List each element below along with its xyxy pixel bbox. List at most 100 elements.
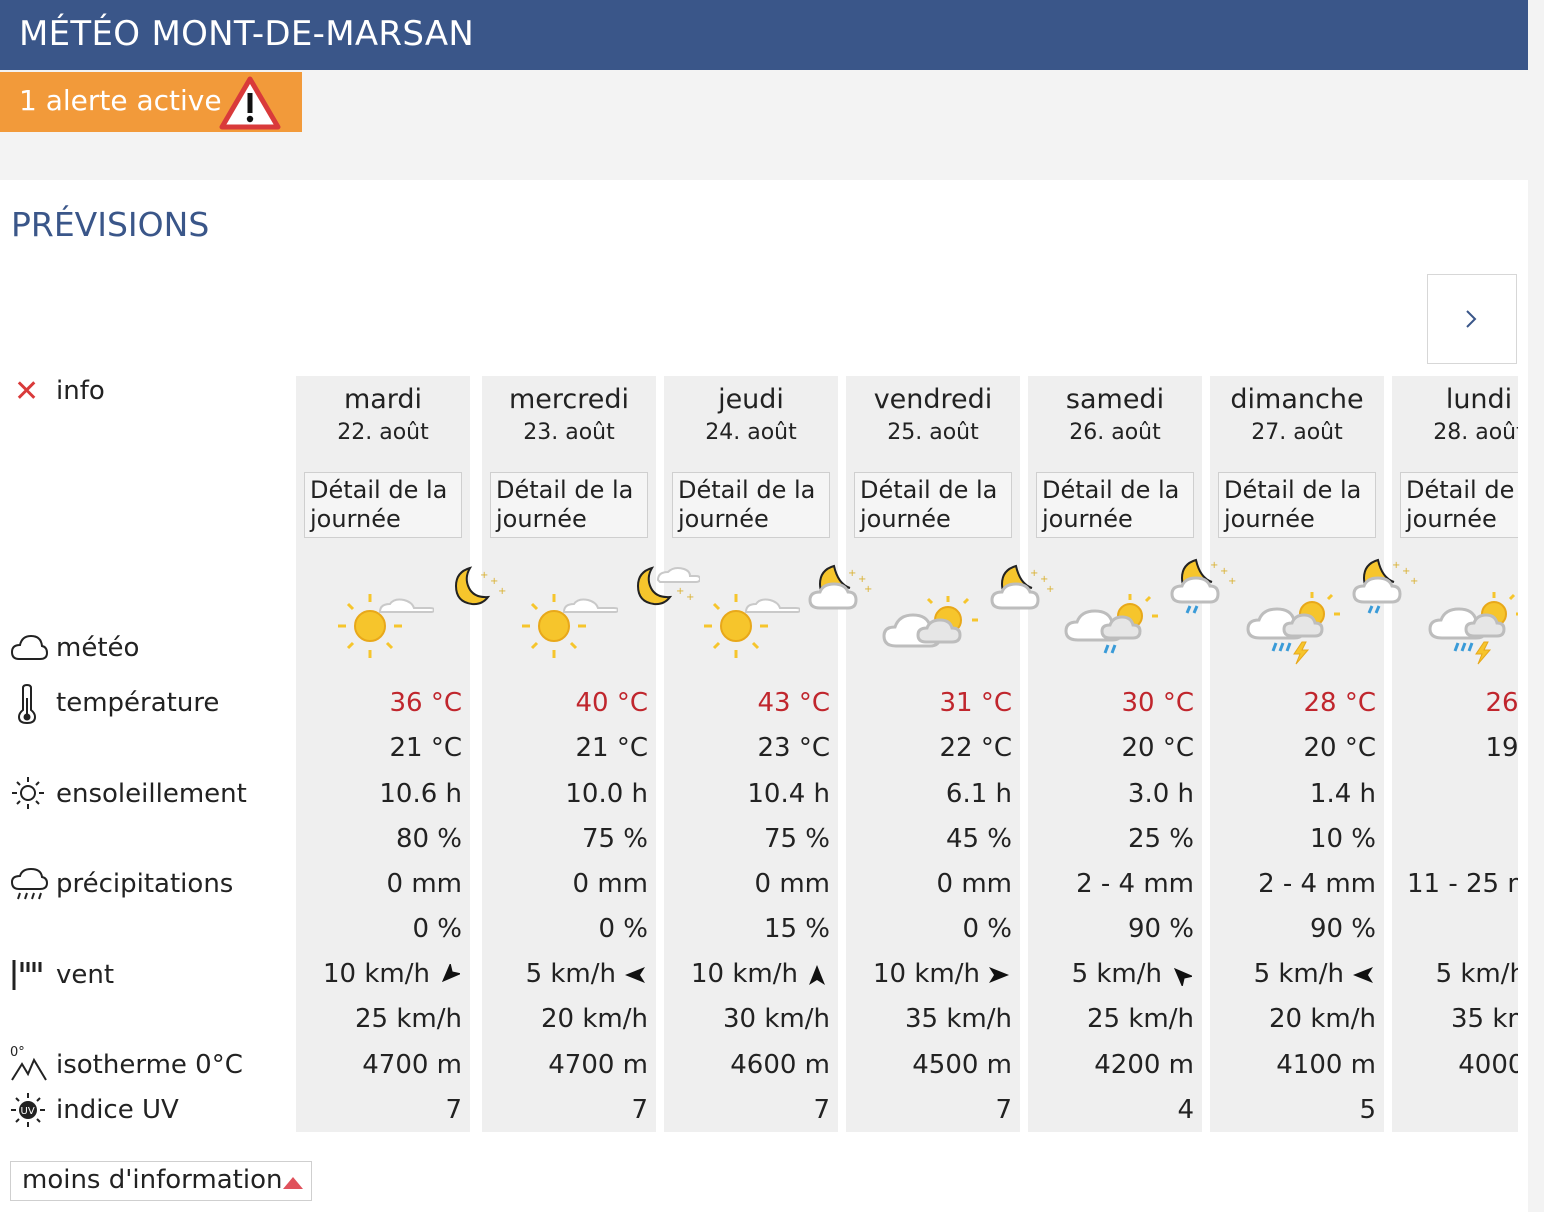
sunshine-hours: 6.1 h [945, 779, 1012, 809]
sunshine-hours: 3.0 h [1127, 779, 1194, 809]
sunshine-hours: 10.4 h [747, 779, 830, 809]
thermometer-icon [17, 684, 37, 724]
sun-cloud-storm-icon [1428, 592, 1518, 665]
wind-gust: 25 km/h [355, 1004, 462, 1034]
precipitation-probability: 0 % [962, 914, 1012, 944]
row-label-weather-text: météo [56, 633, 140, 663]
cloud-icon [10, 634, 48, 660]
isotherm-altitude: 4700 m [548, 1050, 648, 1080]
moon-stars-icon: +++ [454, 566, 506, 606]
sunshine-hours: 10.0 h [565, 779, 648, 809]
precipitation-amount: 0 mm [386, 869, 462, 899]
wind-gust: 25 km/h [1087, 1004, 1194, 1034]
precipitation-probability: 0 % [598, 914, 648, 944]
sunshine-percent: 10 % [1309, 824, 1376, 854]
precipitation-probability: 90 % [1127, 914, 1194, 944]
svg-text:+: + [1392, 560, 1400, 571]
temp-min: 19 °C [1485, 733, 1518, 763]
moon-cloud-icon: +++ [990, 564, 1054, 610]
day-column: vendredi 25. août Détail de la journée 3… [846, 376, 1020, 1132]
svg-text:+: + [1046, 584, 1054, 595]
svg-text:+: + [848, 568, 856, 579]
wind-speed: 5 km/h [1436, 959, 1518, 989]
alert-label: 1 alerte active [19, 84, 222, 117]
moon-cloud-rain-icon: +++ [1170, 558, 1236, 614]
row-label-isotherm-text: isotherme 0°C [56, 1050, 243, 1080]
uv-index: 7 [445, 1095, 462, 1125]
temp-min: 21 °C [389, 733, 462, 763]
wind-direction-arrow-icon [809, 964, 825, 985]
day-detail-button[interactable]: Détail de la journée [854, 472, 1012, 538]
wind-speed-text: 5 km/h [1253, 959, 1344, 989]
close-icon: ✕ [14, 374, 40, 409]
uv-index: 7 [813, 1095, 830, 1125]
day-date: 22. août [337, 420, 429, 445]
wind-direction-arrow-icon [1173, 967, 1192, 986]
temp-max: 28 °C [1303, 688, 1376, 718]
svg-text:+: + [498, 586, 506, 597]
wind-speed-text: 5 km/h [525, 959, 616, 989]
sun-cloud-icon [338, 594, 434, 658]
isotherm-altitude: 4500 m [912, 1050, 1012, 1080]
wind-speed-text: 10 km/h [323, 959, 430, 989]
temp-min: 21 °C [575, 733, 648, 763]
forecast-columns: mardi 22. août Détail de la journée 36 °… [296, 376, 1518, 1132]
uv-index: 7 [631, 1095, 648, 1125]
day-date: 26. août [1069, 420, 1161, 445]
day-detail-button[interactable]: Détail de la journée [1218, 472, 1376, 538]
day-date: 28. août [1433, 420, 1518, 445]
svg-text:+: + [480, 570, 488, 581]
day-detail-button[interactable]: Détail de la journée [1036, 472, 1194, 538]
precipitation-probability: 15 % [763, 914, 830, 944]
sunshine-percent: 75 % [763, 824, 830, 854]
isotherm-altitude: 4600 m [730, 1050, 830, 1080]
day-date: 25. août [887, 420, 979, 445]
isotherm-altitude: 4700 m [362, 1050, 462, 1080]
svg-text:+: + [1228, 576, 1236, 587]
day-date: 24. août [705, 420, 797, 445]
precipitation-amount: 0 mm [754, 869, 830, 899]
precipitation-amount: 0 mm [936, 869, 1012, 899]
sun-cloud-icon [522, 594, 618, 658]
less-info-label: moins d'information [22, 1165, 283, 1195]
mountain-zero-icon: 0° [10, 1045, 47, 1081]
isotherm-altitude: 4200 m [1094, 1050, 1194, 1080]
day-column: mardi 22. août Détail de la journée 36 °… [296, 376, 470, 1132]
temp-max: 40 °C [575, 688, 648, 718]
day-detail-button[interactable]: Détail de la journée [1400, 472, 1518, 538]
day-date: 23. août [523, 420, 615, 445]
day-detail-button[interactable]: Détail de la journée [490, 472, 648, 538]
moon-cloud-icon: ++ [636, 566, 700, 606]
svg-text:+: + [1030, 568, 1038, 579]
day-name: jeudi [718, 384, 784, 415]
info-label: info [56, 376, 105, 406]
wind-icon [12, 960, 42, 990]
sun-cloud-storm-icon [1246, 592, 1340, 665]
precipitation-probability: 90 % [1309, 914, 1376, 944]
rain-cloud-icon [10, 867, 48, 900]
day-name: lundi [1445, 384, 1513, 415]
less-info-button[interactable]: moins d'information [10, 1161, 312, 1201]
day-column: dimanche 27. août Détail de la journée 2… [1210, 376, 1384, 1132]
wind-gust: 35 km/h [905, 1004, 1012, 1034]
temp-max: 31 °C [939, 688, 1012, 718]
next-days-button[interactable] [1427, 274, 1517, 364]
isotherm-altitude: 4100 m [1276, 1050, 1376, 1080]
wind-speed-text: 10 km/h [691, 959, 798, 989]
isotherm-altitude: 4000 m [1458, 1050, 1518, 1080]
sun-clouds-icon [882, 596, 978, 648]
wind-speed: 5 km/h [526, 959, 646, 989]
day-detail-button[interactable]: Détail de la journée [672, 472, 830, 538]
day-detail-button[interactable]: Détail de la journée [304, 472, 462, 538]
day-column: jeudi 24. août Détail de la journée 43 °… [664, 376, 838, 1132]
warning-triangle-icon [219, 76, 281, 130]
wind-speed: 10 km/h [323, 959, 460, 989]
day-column: mercredi 23. août Détail de la journée 4… [482, 376, 656, 1132]
svg-text:+: + [1040, 574, 1048, 585]
day-name: mercredi [508, 384, 630, 415]
sunshine-percent: 25 % [1127, 824, 1194, 854]
precipitation-amount: 2 - 4 mm [1076, 869, 1194, 899]
wind-speed: 5 km/h [1072, 959, 1192, 989]
wind-speed: 5 km/h [1254, 959, 1374, 989]
row-label-sunshine-text: ensoleillement [56, 779, 247, 809]
